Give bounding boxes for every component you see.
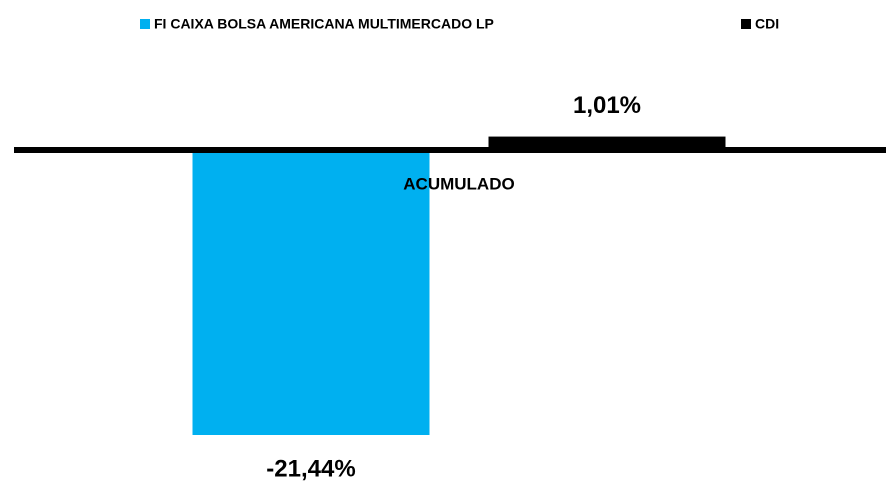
legend-swatch [741, 19, 751, 29]
legend-label: FI CAIXA BOLSA AMERICANA MULTIMERCADO LP [154, 16, 494, 32]
bar [488, 136, 726, 150]
value-label: -21,44% [266, 455, 355, 482]
legend-label: CDI [755, 16, 779, 32]
bar [192, 150, 430, 435]
value-label: 1,01% [573, 92, 641, 119]
category-label: ACUMULADO [403, 174, 514, 193]
legend-swatch [140, 19, 150, 29]
